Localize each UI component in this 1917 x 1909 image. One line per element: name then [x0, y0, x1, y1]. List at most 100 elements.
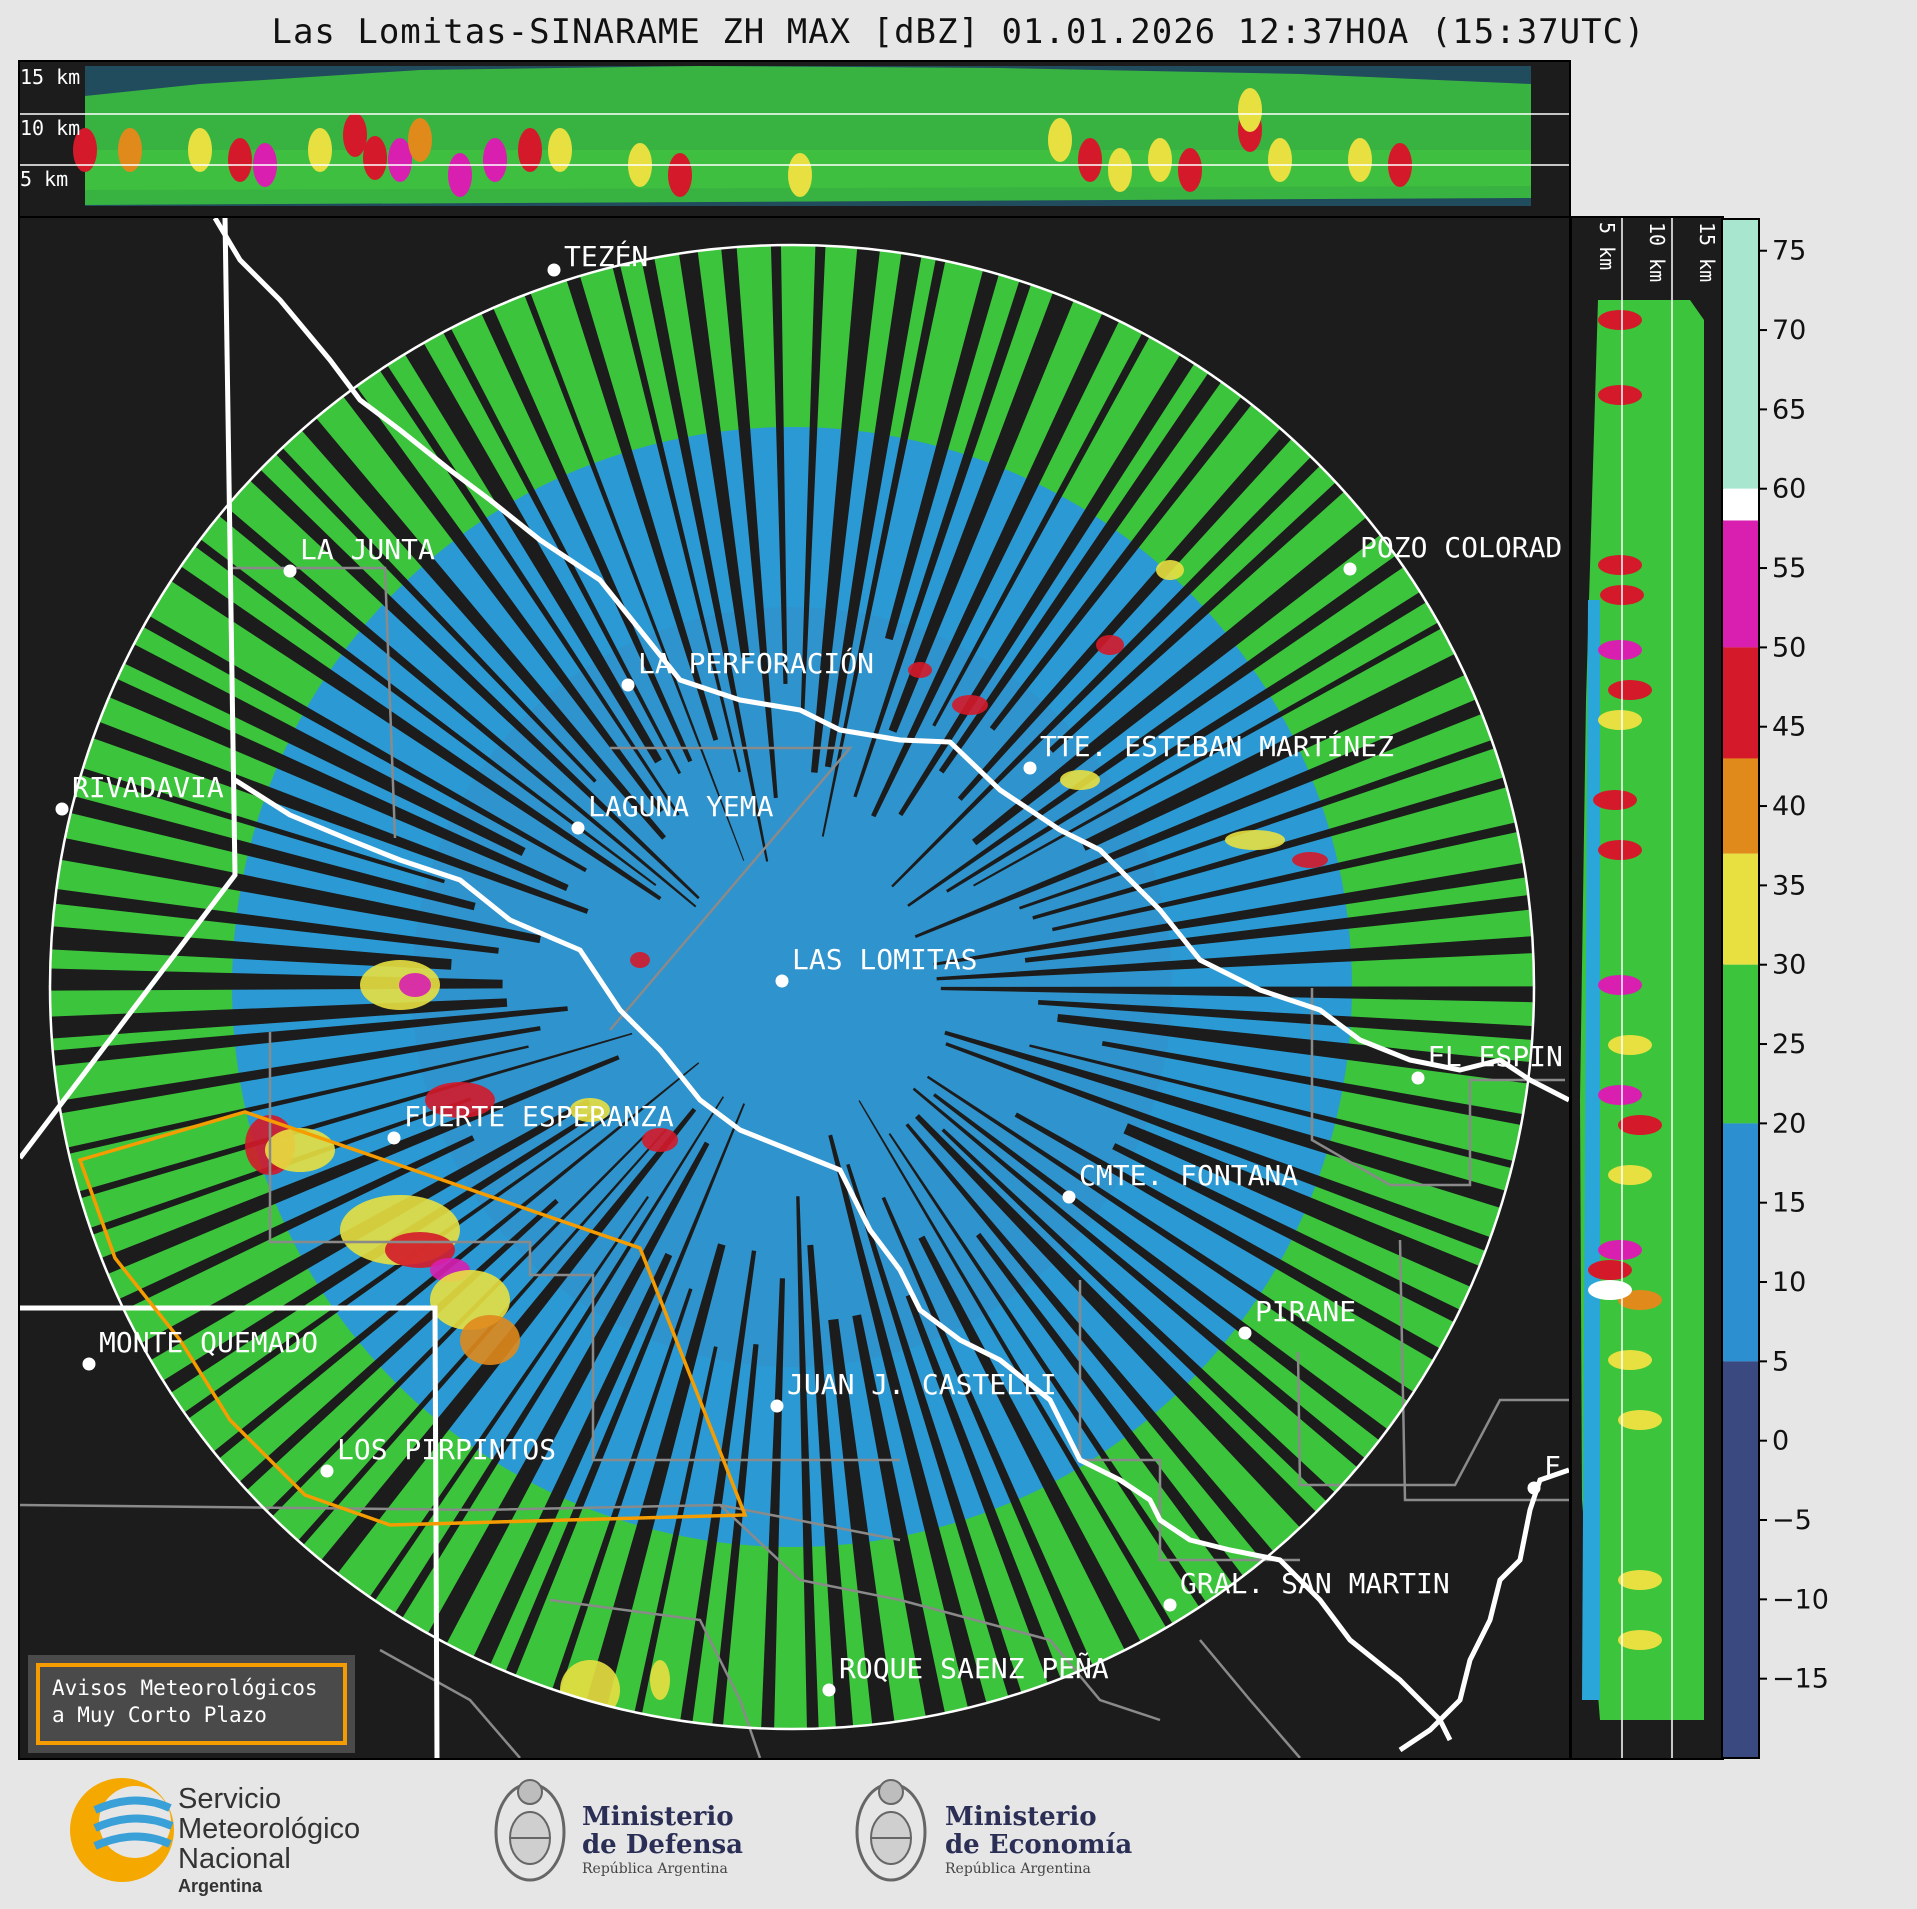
- top-cross-section: 15 km 10 km 5 km: [18, 60, 1571, 218]
- colorbar-tick-label: 75: [1772, 236, 1806, 267]
- cross-section-cell: [1238, 88, 1262, 132]
- beam-gap: [155, 556, 662, 901]
- beam-gap: [76, 715, 589, 914]
- beam-gap: [946, 582, 1442, 893]
- cross-section-cell: [1598, 385, 1642, 405]
- cross-section-cell: [1598, 1085, 1642, 1105]
- storm-cell: [460, 1315, 520, 1365]
- cross-section-cell: [548, 128, 572, 172]
- cross-section-cell: [483, 138, 507, 182]
- city-marker: MONTE QUEMADO: [82, 1326, 318, 1371]
- colorbar-band: [1722, 647, 1759, 759]
- city-dot: [621, 678, 635, 692]
- beam-gap: [434, 312, 682, 775]
- river-paraguay: [1398, 1467, 1569, 1753]
- beam-gap: [846, 1163, 1027, 1714]
- city-marker: GRAL. SAN MARTIN: [1163, 1567, 1450, 1612]
- city-label: TTE. ESTEBAN MARTÍNEZ: [1040, 729, 1394, 763]
- city-dot: [1411, 1071, 1425, 1085]
- city-label: MONTE QUEMADO: [99, 1326, 318, 1359]
- beam-gap: [473, 291, 693, 763]
- storm-cell: [908, 662, 932, 678]
- city-label: LAGUNA YEMA: [588, 790, 774, 823]
- cross-section-cell: [1598, 840, 1642, 860]
- cross-section-cell: [1618, 1410, 1662, 1430]
- river-pilcomayo: [212, 218, 1569, 1103]
- beam-gap: [1112, 1143, 1477, 1331]
- smn-line4: Argentina: [178, 1876, 263, 1896]
- beam-gap: [905, 1123, 1286, 1575]
- beam-gap: [92, 671, 569, 891]
- beam-gap: [760, 1278, 785, 1729]
- beam-gap: [53, 791, 476, 911]
- city-dot: [571, 821, 585, 835]
- beam-gap: [102, 1135, 475, 1318]
- city-label: LA JUNTA: [300, 533, 435, 566]
- storm-cell: [1096, 635, 1124, 655]
- cross-section-cell: [1048, 118, 1072, 162]
- city-label: CMTE. FONTANA: [1079, 1159, 1298, 1192]
- colorbar-tick-label: 10: [1772, 1267, 1806, 1298]
- cross-section-cell: [1618, 1115, 1662, 1135]
- city-label: ROQUE SAENZ PEÑA: [839, 1651, 1109, 1685]
- beam-gap: [289, 404, 666, 840]
- beam-gap: [50, 924, 452, 970]
- city-label: LA PERFORACIÓN: [638, 646, 874, 680]
- city-marker: TEZÉN: [547, 239, 648, 277]
- beam-gap: [1052, 818, 1534, 932]
- cross-section-cell: [1598, 555, 1642, 575]
- city-marker: PIRANE: [1238, 1295, 1356, 1340]
- city-marker: POZO COLORAD: [1343, 531, 1562, 576]
- cross-section-cell: [448, 153, 472, 197]
- storm-cell: [952, 695, 988, 715]
- cross-section-cell: [1588, 1280, 1632, 1300]
- beam-gap: [871, 296, 1128, 818]
- beam-gap: [127, 607, 587, 873]
- city-dot: [387, 1131, 401, 1145]
- colorbar-band: [1722, 488, 1759, 521]
- beam-gap: [828, 1134, 992, 1726]
- beam-gap: [677, 1250, 757, 1729]
- city-label: LOS PIRPINTOS: [337, 1433, 556, 1466]
- colorbar-band: [1722, 1123, 1759, 1362]
- city-marker: TTE. ESTEBAN MARTÍNEZ: [1023, 729, 1394, 775]
- city-label: RIVADAVIA: [72, 771, 224, 804]
- cross-section-cell: [1148, 138, 1172, 182]
- ministerio-defensa-wordmark: Ministerio de Defensa República Argentin…: [582, 1803, 743, 1877]
- city-marker: LOS PIRPINTOS: [320, 1433, 556, 1478]
- city-marker: LA PERFORACIÓN: [621, 646, 874, 692]
- city-label: LAS LOMITAS: [792, 943, 977, 976]
- storm-cell: [399, 973, 431, 997]
- storm-cell: [425, 1082, 495, 1118]
- department-boundaries: [20, 566, 1569, 1758]
- colorbar-tick-label: 25: [1772, 1029, 1806, 1060]
- beam-gap: [1049, 469, 1358, 753]
- cross-section-cell: [1598, 710, 1642, 730]
- city-marker: EL ESPIN: [1411, 1040, 1563, 1085]
- city-marker: FUERTE ESPERANZA: [387, 1100, 674, 1145]
- defensa-line2: de Defensa: [582, 1830, 743, 1860]
- cross-section-cell: [788, 153, 812, 197]
- colorbar-tick-label: 20: [1772, 1108, 1806, 1139]
- city-marker: LAS LOMITAS: [775, 943, 977, 988]
- beam-gap: [169, 1113, 613, 1430]
- beam-gap: [828, 1318, 897, 1729]
- beam-gap: [932, 317, 1159, 727]
- city-marker: F: [1527, 1450, 1561, 1495]
- city-dot: [1062, 1190, 1076, 1204]
- storm-cell: [1156, 560, 1184, 580]
- city-dot: [770, 1399, 784, 1413]
- beam-gap: [976, 1232, 1255, 1599]
- beam-gap: [719, 245, 778, 799]
- colorbar-band: [1722, 758, 1759, 854]
- cross-section-cell: [1593, 790, 1637, 810]
- range-ring: [48, 243, 1536, 1731]
- beam-gap: [852, 1314, 949, 1729]
- storm-cell: [570, 1098, 610, 1122]
- colorbar-band: [1722, 219, 1759, 489]
- beam-gap: [888, 275, 1081, 733]
- beam-gap: [1014, 1112, 1456, 1370]
- beam-gap: [254, 1134, 646, 1530]
- cross-section-cell: [1108, 148, 1132, 192]
